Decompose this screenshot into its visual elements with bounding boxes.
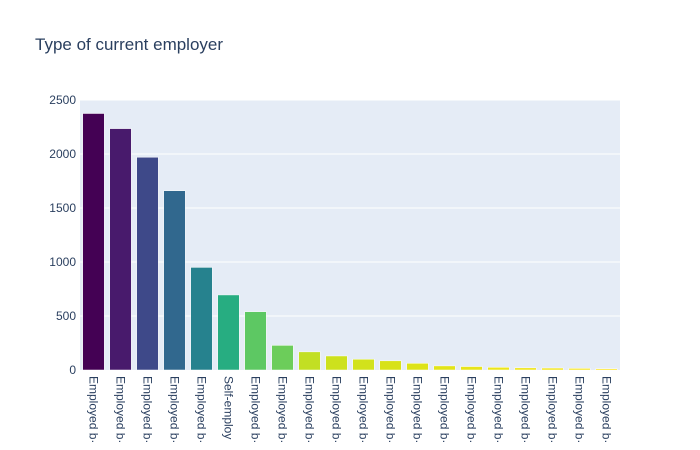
x-tick-label: Employed b·	[465, 376, 479, 443]
bar	[163, 190, 186, 371]
x-tick-label: Employed b·	[141, 376, 155, 443]
y-tick-label: 1000	[49, 255, 76, 269]
x-tick-label: Employed b·	[303, 376, 317, 443]
x-tick-label: Employed b·	[600, 376, 614, 443]
bar	[109, 128, 132, 371]
bar	[136, 156, 159, 371]
bar	[487, 367, 510, 371]
bar	[352, 358, 375, 371]
bar	[244, 311, 267, 371]
bar	[325, 355, 348, 371]
x-tick-label: Employed b·	[114, 376, 128, 443]
bar	[433, 365, 456, 371]
x-tick-label: Employed b·	[276, 376, 290, 443]
x-tick-label: Employed b·	[168, 376, 182, 443]
bar	[514, 367, 537, 371]
bar	[460, 366, 483, 371]
x-tick-label: Employed b·	[438, 376, 452, 443]
x-tick-label: Employed b·	[357, 376, 371, 443]
bar	[406, 363, 429, 371]
bar	[541, 367, 564, 371]
x-tick-label: Employed b·	[519, 376, 533, 443]
x-tick-label: Employed b·	[411, 376, 425, 443]
y-tick-label: 500	[56, 309, 76, 323]
x-tick-label: Employed b·	[573, 376, 587, 443]
y-tick-label: 0	[69, 363, 76, 377]
bar	[568, 368, 591, 371]
chart-title: Type of current employer	[35, 35, 223, 54]
bar	[271, 345, 294, 371]
y-axis: 0 500 1000 1500 2000 2500	[49, 93, 76, 377]
bars	[82, 113, 618, 371]
bar	[217, 294, 240, 371]
y-tick-label: 2500	[49, 93, 76, 107]
y-tick-label: 1500	[49, 201, 76, 215]
bar	[379, 360, 402, 371]
bar	[82, 113, 105, 371]
x-axis: Employed b· Employed b· Employed b· Employe…	[87, 376, 614, 443]
bar	[595, 368, 618, 371]
plot-area	[80, 100, 620, 370]
x-tick-label: Employed b·	[249, 376, 263, 443]
bar	[298, 351, 321, 371]
x-tick-label: Employed b·	[492, 376, 506, 443]
y-tick-label: 2000	[49, 147, 76, 161]
x-tick-label: Employed b·	[384, 376, 398, 443]
bar	[190, 267, 213, 371]
x-tick-label: Employed b·	[546, 376, 560, 443]
x-tick-label: Employed b·	[330, 376, 344, 443]
x-tick-label: Employed b·	[87, 376, 101, 443]
x-tick-label: Employed b·	[195, 376, 209, 443]
x-tick-label: Self-employ	[222, 376, 236, 439]
